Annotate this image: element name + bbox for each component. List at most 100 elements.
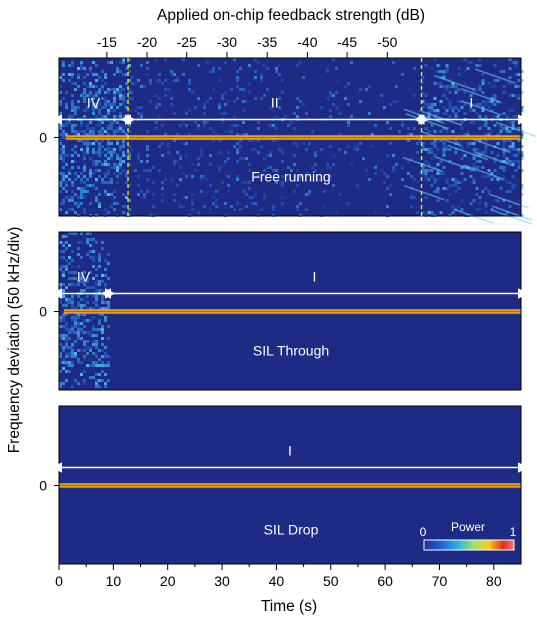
noise-cell bbox=[89, 250, 92, 253]
noise-cell bbox=[86, 148, 89, 151]
noise-cell bbox=[350, 115, 353, 118]
noise-cell bbox=[401, 73, 404, 76]
noise-cell bbox=[104, 316, 107, 319]
noise-cell bbox=[152, 205, 155, 208]
noise-cell bbox=[487, 127, 491, 130]
noise-cell bbox=[433, 97, 437, 100]
noise-cell bbox=[436, 148, 440, 151]
noise-cell bbox=[242, 157, 245, 160]
noise-cell bbox=[469, 169, 473, 172]
noise-cell bbox=[107, 361, 110, 364]
noise-cell bbox=[77, 73, 80, 76]
noise-cell bbox=[230, 205, 233, 208]
noise-cell bbox=[164, 94, 167, 97]
noise-cell bbox=[191, 91, 194, 94]
noise-cell bbox=[77, 76, 80, 79]
noise-cell bbox=[59, 157, 62, 160]
noise-cell bbox=[164, 79, 167, 82]
noise-cell bbox=[203, 121, 206, 124]
noise-cell bbox=[266, 88, 269, 91]
noise-cell bbox=[68, 256, 71, 259]
noise-cell bbox=[445, 199, 449, 202]
noise-cell bbox=[104, 148, 107, 151]
noise-cell bbox=[281, 181, 284, 184]
noise-cell bbox=[433, 145, 437, 148]
noise-cell bbox=[239, 67, 242, 70]
noise-cell bbox=[68, 328, 71, 331]
noise-cell bbox=[107, 163, 110, 166]
noise-cell bbox=[520, 109, 524, 112]
noise-cell bbox=[104, 130, 107, 133]
noise-cell bbox=[413, 127, 416, 130]
noise-cell bbox=[173, 163, 176, 166]
noise-cell bbox=[326, 163, 329, 166]
noise-cell bbox=[122, 100, 125, 103]
noise-cell bbox=[92, 73, 95, 76]
noise-cell bbox=[281, 202, 284, 205]
noise-cell bbox=[200, 154, 203, 157]
noise-cell bbox=[95, 151, 98, 154]
noise-cell bbox=[116, 169, 119, 172]
noise-cell bbox=[200, 151, 203, 154]
noise-cell bbox=[478, 64, 482, 67]
noise-cell bbox=[260, 208, 263, 211]
noise-cell bbox=[86, 277, 89, 280]
noise-cell bbox=[152, 193, 155, 196]
noise-cell bbox=[71, 181, 74, 184]
noise-cell bbox=[427, 130, 431, 133]
noise-cell bbox=[511, 187, 515, 190]
noise-cell bbox=[478, 160, 482, 163]
noise-cell bbox=[65, 352, 68, 355]
noise-cell bbox=[442, 127, 446, 130]
noise-cell bbox=[71, 64, 74, 67]
noise-cell bbox=[392, 169, 395, 172]
noise-cell bbox=[179, 157, 182, 160]
noise-cell bbox=[472, 157, 476, 160]
noise-cell bbox=[430, 184, 434, 187]
noise-cell bbox=[125, 181, 128, 184]
noise-cell bbox=[95, 160, 98, 163]
noise-cell bbox=[469, 142, 473, 145]
noise-cell bbox=[356, 184, 359, 187]
noise-cell bbox=[248, 82, 251, 85]
noise-cell bbox=[65, 346, 68, 349]
noise-cell bbox=[89, 142, 92, 145]
noise-cell bbox=[484, 175, 488, 178]
noise-cell bbox=[520, 214, 524, 217]
noise-cell bbox=[89, 232, 92, 235]
noise-cell bbox=[104, 106, 107, 109]
noise-cell bbox=[65, 286, 68, 289]
noise-cell bbox=[101, 97, 104, 100]
noise-cell bbox=[71, 349, 74, 352]
noise-cell bbox=[68, 331, 71, 334]
noise-cell bbox=[347, 103, 350, 106]
noise-cell bbox=[505, 157, 509, 160]
noise-cell bbox=[206, 121, 209, 124]
noise-cell bbox=[236, 142, 239, 145]
noise-cell bbox=[433, 58, 437, 61]
noise-cell bbox=[110, 88, 113, 91]
noise-cell bbox=[505, 115, 509, 118]
noise-cell bbox=[493, 64, 497, 67]
noise-cell bbox=[71, 364, 74, 367]
noise-cell bbox=[92, 250, 95, 253]
top-tick-label: -40 bbox=[297, 34, 317, 50]
noise-cell bbox=[257, 175, 260, 178]
noise-cell bbox=[463, 70, 467, 73]
noise-cell bbox=[77, 106, 80, 109]
noise-cell bbox=[197, 211, 200, 214]
noise-cell bbox=[98, 154, 101, 157]
noise-cell bbox=[293, 154, 296, 157]
noise-cell bbox=[125, 67, 128, 70]
noise-cell bbox=[119, 163, 122, 166]
noise-cell bbox=[281, 79, 284, 82]
noise-cell bbox=[62, 73, 65, 76]
noise-cell bbox=[416, 181, 419, 184]
noise-cell bbox=[59, 355, 62, 358]
noise-cell bbox=[389, 142, 392, 145]
colorbar-label: Power bbox=[451, 520, 485, 534]
noise-cell bbox=[191, 163, 194, 166]
noise-cell bbox=[104, 115, 107, 118]
noise-cell bbox=[98, 160, 101, 163]
noise-cell bbox=[296, 106, 299, 109]
